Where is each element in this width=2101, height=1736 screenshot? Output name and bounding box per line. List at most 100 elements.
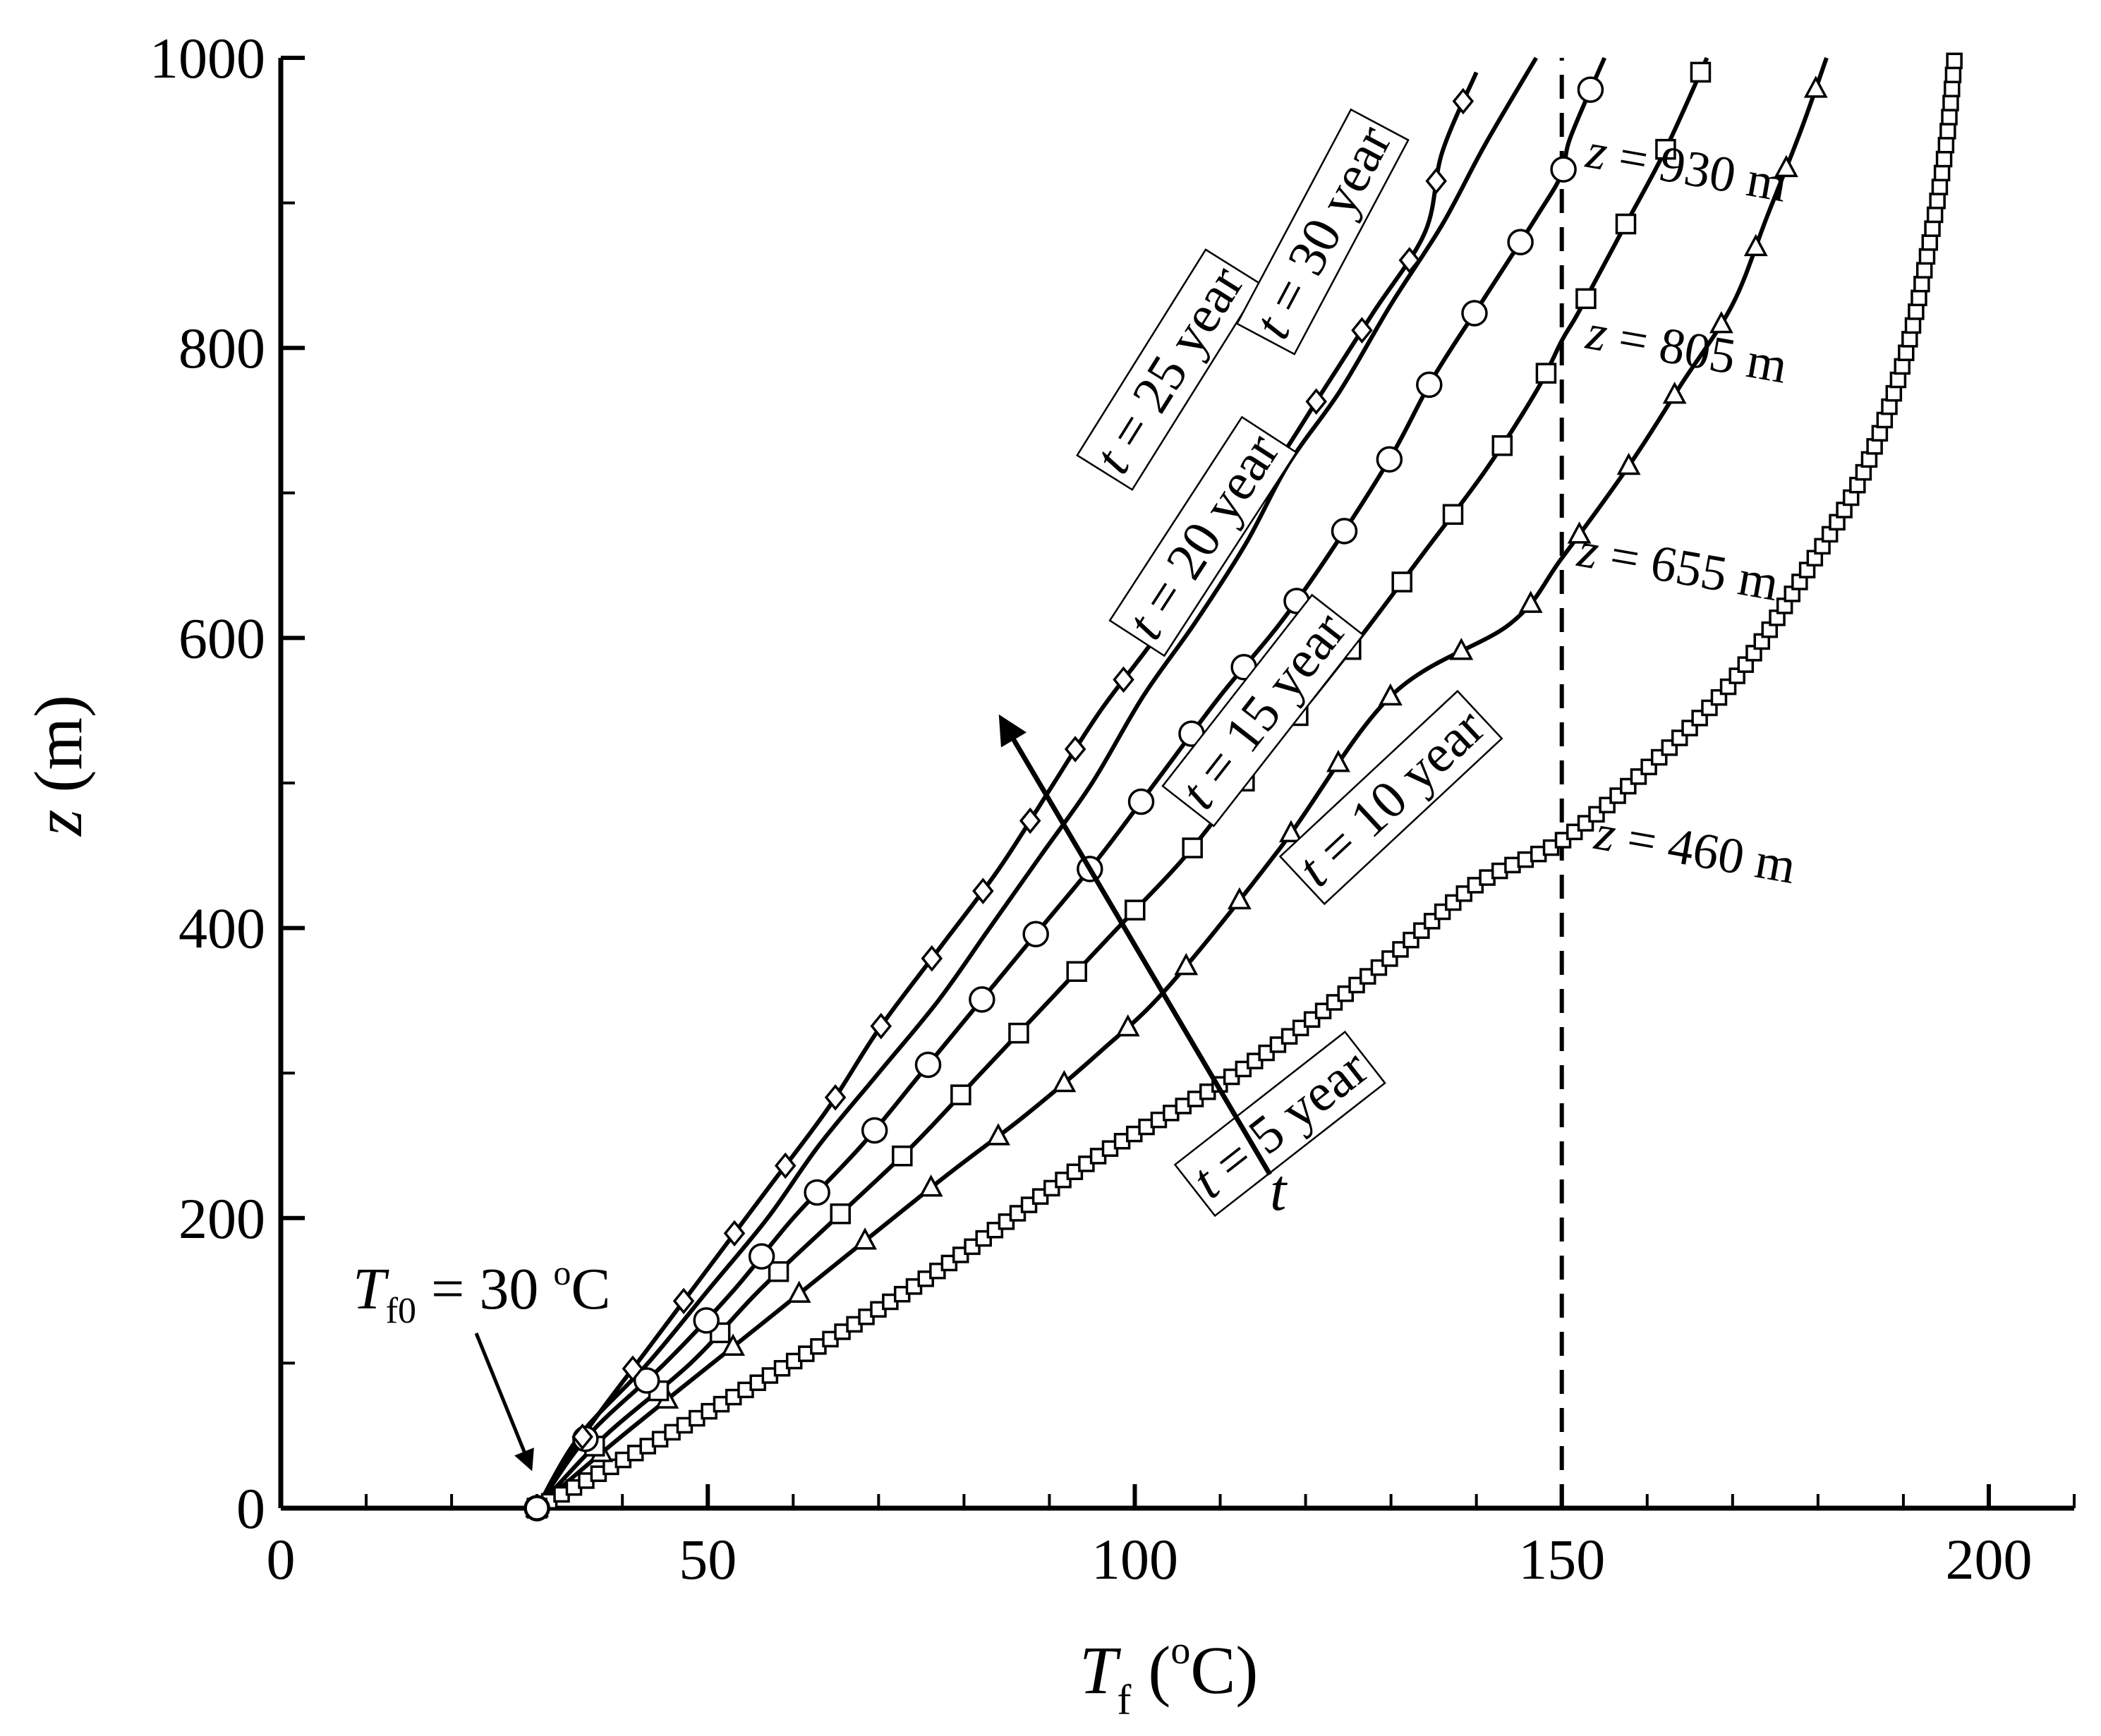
square-marker xyxy=(1921,234,1939,251)
circle-marker xyxy=(914,1051,942,1079)
triangle-marker xyxy=(1326,750,1350,772)
diamond-marker xyxy=(1019,807,1041,834)
square-marker xyxy=(1901,331,1918,348)
triangle-marker xyxy=(1616,452,1641,475)
y-tick-label: 200 xyxy=(178,1186,265,1251)
square-marker xyxy=(1908,303,1925,320)
depth-label: z = 655 m xyxy=(1573,521,1783,612)
y-tick-label: 0 xyxy=(236,1476,265,1541)
circle-marker xyxy=(1577,76,1604,103)
square-marker xyxy=(1575,288,1597,310)
triangle-marker xyxy=(787,1280,811,1303)
time-arrow-label: t xyxy=(1270,1158,1288,1223)
diamond-marker xyxy=(870,1012,892,1040)
diamond-marker xyxy=(972,878,994,904)
x-axis-unit-open: ( xyxy=(1131,1632,1170,1708)
square-marker xyxy=(1946,52,1963,70)
diamond-marker xyxy=(1398,247,1421,274)
square-marker xyxy=(1915,262,1933,279)
diamond-marker xyxy=(672,1287,695,1315)
series-markers xyxy=(526,61,1712,1519)
depth-label-rest: = 805 m xyxy=(1602,307,1792,394)
square-marker xyxy=(1889,371,1907,389)
square-marker xyxy=(1924,220,1941,237)
tick-labels: 0 50 100 150 200 0 200 400 600 800 1000 xyxy=(150,26,2032,1591)
circle-marker xyxy=(693,1307,720,1334)
triangle-marker xyxy=(1174,952,1199,976)
initial-temperature-unit: C xyxy=(571,1256,610,1322)
diamond-marker xyxy=(1452,87,1475,115)
depth-label: z = 460 m xyxy=(1590,803,1800,894)
triangle-marker xyxy=(986,1123,1010,1146)
diamond-marker xyxy=(571,1424,593,1450)
curve-label-box xyxy=(1161,593,1364,827)
x-tick-label: 100 xyxy=(1091,1527,1178,1591)
y-tick-label: 800 xyxy=(178,316,265,380)
circle-marker xyxy=(1022,921,1049,948)
diamond-marker xyxy=(622,1355,644,1383)
square-marker xyxy=(1931,178,1949,195)
series-markers xyxy=(526,87,1475,1522)
circle-marker xyxy=(1461,300,1488,327)
diamond-marker xyxy=(774,1152,797,1179)
x-axis-subscript: f xyxy=(1117,1677,1131,1723)
initial-temperature-value: = 30 xyxy=(416,1256,553,1322)
diamond-marker xyxy=(1113,666,1134,693)
x-axis-title: Tf (oC) xyxy=(1079,1629,1258,1723)
triangle-marker xyxy=(1518,590,1543,613)
diamond-marker xyxy=(824,1084,847,1111)
circle-marker xyxy=(1127,788,1155,815)
y-axis-symbol: z xyxy=(20,810,96,837)
square-marker xyxy=(1929,193,1946,210)
circle-marker xyxy=(748,1243,775,1270)
circle-marker xyxy=(1550,156,1577,183)
y-tick-label: 400 xyxy=(178,897,265,961)
diamond-marker xyxy=(1425,167,1447,195)
curve-label-text: t = 30 year xyxy=(1242,116,1403,348)
series-line xyxy=(535,56,1538,1510)
square-marker xyxy=(1535,363,1557,384)
initial-temperature-arrow xyxy=(474,1333,534,1471)
square-marker xyxy=(1881,398,1898,415)
x-tick-label: 0 xyxy=(267,1527,296,1591)
depth-labels: z = 930 m z = 805 m z = 655 m z = 460 m xyxy=(1573,122,1800,894)
curve-label-text: t = 15 year xyxy=(1168,601,1357,820)
depth-label-rest: = 655 m xyxy=(1594,524,1784,612)
triangle-marker xyxy=(1567,521,1592,544)
triangle-marker xyxy=(1709,310,1733,334)
square-marker xyxy=(892,1145,913,1167)
diamond-marker xyxy=(921,945,943,972)
square-marker xyxy=(1904,317,1922,334)
depth-label-rest: = 930 m xyxy=(1602,126,1792,213)
square-marker xyxy=(1913,275,1930,293)
square-marker xyxy=(1944,66,1962,84)
square-marker xyxy=(768,1261,789,1282)
initial-temperature-superscript: o xyxy=(553,1253,571,1292)
circle-marker xyxy=(1507,229,1534,255)
triangle-marker xyxy=(1803,75,1828,98)
square-marker xyxy=(830,1203,851,1225)
triangle-marker xyxy=(1115,1014,1140,1037)
square-marker xyxy=(1871,425,1889,442)
diamond-marker xyxy=(1305,388,1327,415)
square-marker xyxy=(1615,213,1637,235)
triangle-marker xyxy=(1743,233,1768,257)
triangle-marker xyxy=(1774,154,1798,178)
triangle-marker xyxy=(1279,820,1303,842)
curve-label-box xyxy=(1173,1031,1386,1218)
x-tick-label: 200 xyxy=(1945,1527,2032,1591)
square-marker xyxy=(1911,289,1927,307)
time-arrow xyxy=(998,714,1273,1176)
square-marker xyxy=(1942,95,1959,111)
series-markers xyxy=(523,76,1604,1522)
circle-marker xyxy=(861,1117,888,1144)
x-tick-label: 150 xyxy=(1518,1527,1605,1591)
circle-marker xyxy=(1416,371,1443,399)
square-marker xyxy=(1066,961,1087,982)
triangle-marker xyxy=(853,1227,877,1250)
square-marker xyxy=(1124,899,1146,921)
triangle-marker xyxy=(1227,887,1252,910)
series-markers xyxy=(528,52,1963,1517)
depth-label: z = 805 m xyxy=(1582,303,1791,394)
